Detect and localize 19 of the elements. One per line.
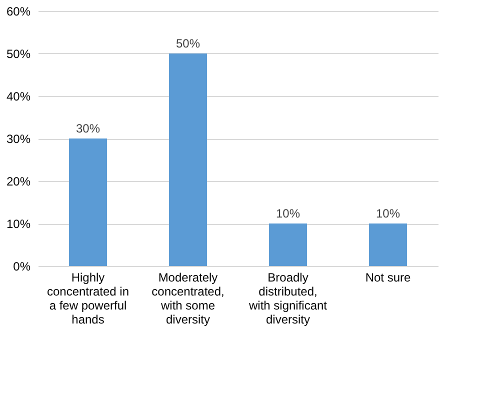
data-label: 10% — [276, 206, 300, 220]
y-tick-label: 0% — [13, 260, 31, 274]
bar — [169, 54, 207, 266]
y-tick-label: 10% — [6, 217, 31, 231]
y-tick-label: 30% — [6, 132, 31, 146]
x-tick-label: Broadly distributed, with significant diversity — [248, 270, 328, 326]
data-label: 50% — [176, 36, 200, 50]
data-label: 10% — [376, 206, 400, 220]
y-tick-label: 40% — [6, 90, 31, 104]
bar — [269, 224, 307, 266]
x-tick-label: Moderately concentrated, with some diversity — [152, 270, 224, 326]
y-tick-label: 20% — [6, 174, 31, 188]
bar — [369, 224, 407, 266]
data-label: 30% — [76, 122, 100, 136]
y-tick-label: 50% — [6, 47, 31, 61]
bar — [69, 138, 107, 266]
x-tick-label: Highly concentrated in a few powerful hands — [46, 270, 130, 326]
y-tick-label: 60% — [6, 4, 31, 18]
x-tick-label: Not sure — [365, 270, 411, 284]
